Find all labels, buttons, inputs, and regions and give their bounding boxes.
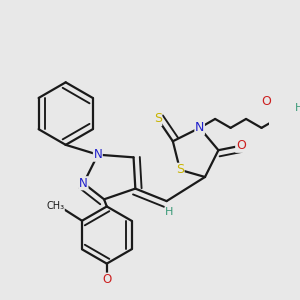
Text: N: N	[195, 122, 204, 134]
Text: N: N	[79, 177, 88, 190]
Text: S: S	[154, 112, 162, 125]
Text: CH₃: CH₃	[46, 202, 64, 212]
Text: H: H	[165, 207, 173, 217]
Text: O: O	[236, 139, 246, 152]
Text: N: N	[94, 148, 102, 161]
Text: O: O	[102, 273, 111, 286]
Text: H: H	[295, 103, 300, 113]
Text: S: S	[176, 163, 184, 176]
Text: O: O	[261, 94, 271, 108]
